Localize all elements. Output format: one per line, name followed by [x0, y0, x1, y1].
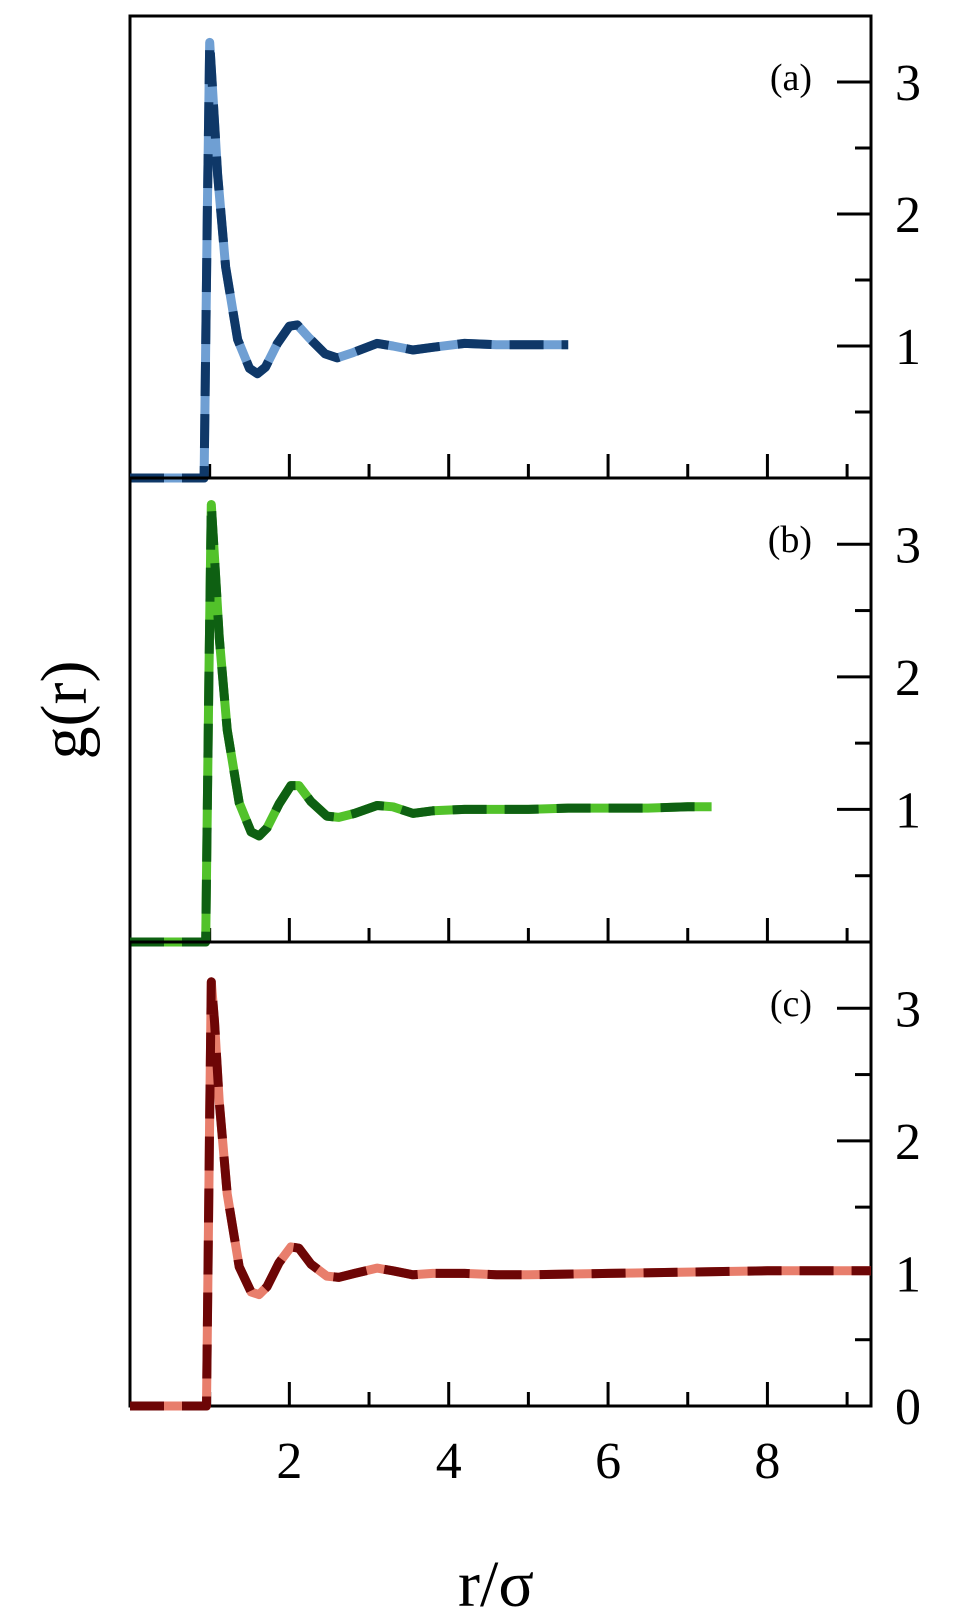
- panel-c-series-solid: [130, 977, 871, 1411]
- panel-a-y-tick-label: 1: [895, 319, 921, 376]
- panel-a-series-solid: [130, 37, 569, 483]
- panel-b-y-tick-label: 2: [895, 650, 921, 707]
- panel-b-frame: [128, 476, 873, 944]
- panel-b-series-dashed: [130, 500, 712, 947]
- panel-a-y-tick-label: 2: [895, 187, 921, 244]
- x-tick-label: 8: [754, 1433, 780, 1490]
- x-axis-title: r/σ: [458, 1548, 534, 1619]
- panel-c-series-dashed: [130, 977, 871, 1411]
- panel-c-frame: [128, 940, 873, 1408]
- panel-c: 0 1 2 3 2 4 6 8 (c): [128, 940, 921, 1490]
- panel-a: 1 2 3 (a): [128, 14, 921, 483]
- panel-c-label: (c): [770, 983, 812, 1025]
- panel-a-series-dashed: [130, 37, 569, 483]
- panel-b-label: (b): [768, 519, 812, 561]
- panel-b-y-tick-label: 3: [895, 517, 921, 574]
- panel-a-label: (a): [770, 57, 812, 99]
- panel-a-y-tick-label: 3: [895, 55, 921, 112]
- panel-b: 1 2 3 (b): [128, 476, 921, 947]
- panel-b-y-tick-label: 1: [895, 782, 921, 839]
- panel-a-frame: [128, 14, 873, 480]
- panel-c-y-tick-label: 1: [895, 1246, 921, 1303]
- panel-c-y-tick-label: 3: [895, 981, 921, 1038]
- x-tick-label: 4: [436, 1433, 462, 1490]
- x-tick-label: 2: [276, 1433, 302, 1490]
- panel-c-y-tick-label: 0: [895, 1379, 921, 1436]
- y-axis-title: g(r): [28, 661, 101, 760]
- panel-c-y-tick-label: 2: [895, 1114, 921, 1171]
- x-tick-label: 6: [595, 1433, 621, 1490]
